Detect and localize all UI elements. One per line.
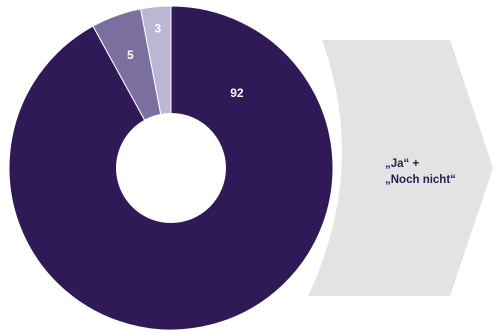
donut-hole [116, 113, 226, 223]
donut-chart: 92 5 3 [8, 5, 334, 331]
slice-value-label-5: 5 [127, 48, 134, 62]
callout-line-1: „Ja“ + [385, 158, 419, 170]
callout-line-2: „Noch nicht“ [385, 174, 456, 186]
slice-value-label-92: 92 [230, 86, 244, 100]
callout-chevron-arrow [308, 40, 493, 296]
callout-text: „Ja“ + „Noch nicht“ [385, 158, 456, 186]
slice-value-label-3: 3 [154, 22, 161, 36]
